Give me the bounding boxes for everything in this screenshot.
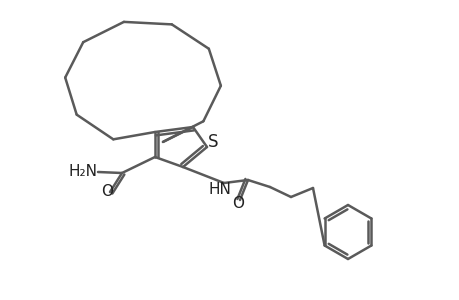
Text: O: O — [231, 196, 243, 211]
Text: H₂N: H₂N — [68, 164, 97, 179]
Text: S: S — [207, 133, 218, 151]
Text: HN: HN — [208, 182, 231, 197]
Text: O: O — [101, 184, 113, 199]
